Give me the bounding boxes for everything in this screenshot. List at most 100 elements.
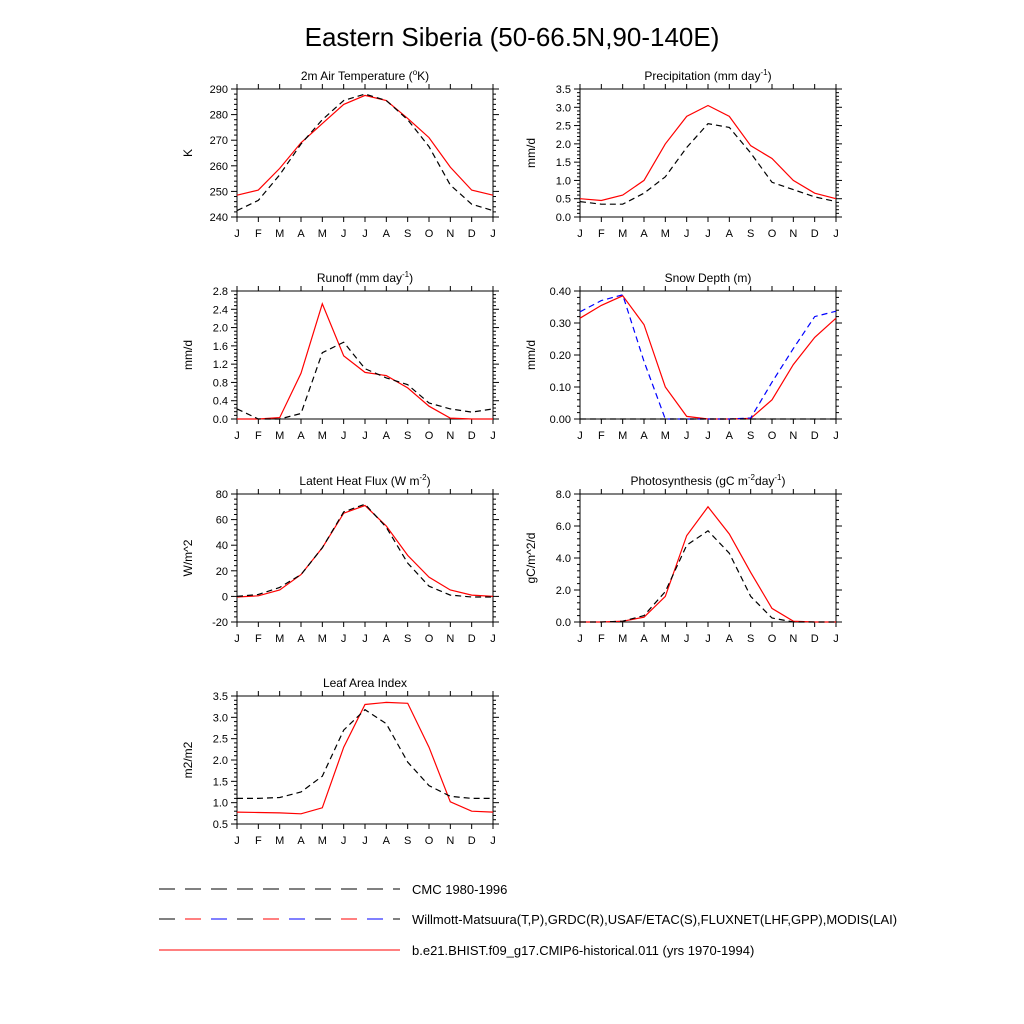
series-line-model [236,701,494,815]
x-tick-label: M [275,430,284,442]
series-line-model [579,295,837,420]
x-tick-label: J [684,228,690,240]
x-tick-label: S [747,633,754,645]
y-tick-label: 0.5 [213,819,228,831]
panel-title: Latent Heat Flux (W m-2) [299,473,430,488]
y-tick-label: 40 [216,540,228,552]
x-tick-label: D [811,228,819,240]
x-tick-label: A [383,835,391,847]
y-tick-label: 3.5 [213,691,228,703]
figure-title: Eastern Siberia (50-66.5N,90-140E) [305,22,720,52]
legend-entry: b.e21.BHIST.f09_g17.CMIP6-historical.011… [159,943,754,958]
x-tick-label: M [318,228,327,240]
x-tick-label: S [404,228,411,240]
x-tick-label: N [446,633,454,645]
chart-panel: J F M A M J J A S O N D J 0.0 2.0 4.0 6.0 8.0 gC/m^2/d Phot… [524,473,842,645]
x-tick-label: S [404,430,411,442]
x-tick-label: J [705,633,711,645]
legend-entry: CMC 1980-1996 [159,882,507,897]
y-tick-label: 2.5 [213,734,228,746]
y-tick-label: 0 [222,591,228,603]
y-axis-label: mm/d [181,340,195,370]
chart-panel: J F M A M J J A S O N D J 0.0 0.4 0.8 1.2 1.6 2.0 2.4 2.8 mm/… [181,270,499,442]
chart-panel: J F M A M J J A S O N D J 0.00 0.10 0.20 0.30 0.40 mm/d Sno… [524,271,842,442]
x-tick-label: D [468,633,476,645]
x-tick-label: A [640,228,648,240]
y-tick-label: 0.0 [213,414,228,426]
y-tick-label: 2.0 [556,585,571,597]
x-tick-label: O [425,633,434,645]
x-tick-label: N [789,633,797,645]
y-tick-label: 0.4 [213,396,228,408]
series-line-obs [580,530,836,623]
y-tick-label: 250 [210,186,228,198]
legend-entry: Willmott-Matsuura(T,P),GRDC(R),USAF/ETAC… [159,912,897,927]
x-tick-label: J [362,228,368,240]
x-tick-label: A [383,228,391,240]
y-axis-label: gC/m^2/d [524,533,538,584]
y-tick-label: 1.5 [213,776,228,788]
x-tick-label: O [425,835,434,847]
panel-title: Snow Depth (m) [665,271,752,285]
x-tick-label: D [468,835,476,847]
x-tick-label: J [833,228,839,240]
panel-title: Leaf Area Index [323,676,407,690]
y-axis-label: W/m^2 [181,539,195,576]
x-tick-label: J [362,835,368,847]
chart-panel: J F M A M J J A S O N D J -20 0 20 40 60 80 W/m^2 Latent Hea… [181,473,499,645]
x-tick-label: A [726,633,734,645]
y-tick-label: 20 [216,566,228,578]
x-tick-label: M [318,430,327,442]
y-tick-label: 60 [216,515,228,527]
y-tick-label: 0.20 [550,350,571,362]
series-line-model [236,504,494,598]
panel-title: Runoff (mm day-1) [317,270,413,285]
y-tick-label: 0.30 [550,318,571,330]
x-tick-label: M [661,430,670,442]
y-tick-label: 0.5 [556,194,571,206]
x-tick-label: J [234,228,240,240]
x-tick-label: A [726,228,734,240]
x-tick-label: S [747,228,754,240]
legend-label: Willmott-Matsuura(T,P),GRDC(R),USAF/ETAC… [412,912,897,927]
x-tick-label: F [255,633,262,645]
series-line-model [236,94,494,196]
chart-panel: J F M A M J J A S O N D J 0.0 0.5 1.0 1.5 2.0 2.5 3.0 3.5 mm/… [524,68,842,240]
x-tick-label: D [468,430,476,442]
plot-frame [236,695,494,825]
y-tick-label: 1.6 [213,341,228,353]
x-tick-label: J [341,430,347,442]
x-tick-label: J [833,430,839,442]
plot-frame [579,290,837,420]
x-tick-label: F [598,430,605,442]
x-tick-label: M [275,228,284,240]
x-tick-label: F [255,228,262,240]
x-tick-label: M [618,228,627,240]
series-line-obs [236,341,494,420]
x-tick-label: J [234,835,240,847]
chart-panel: J F M A M J J A S O N D J 0.5 1.0 1.5 2.0 2.5 3.0 3.5 m2/m2 L… [181,676,499,847]
y-axis-label: K [181,149,195,157]
y-tick-label: 1.0 [213,798,228,810]
x-tick-label: N [446,430,454,442]
series-line-obs [236,503,493,598]
x-tick-label: A [297,228,305,240]
plot-frame [579,88,837,218]
x-tick-label: O [768,430,777,442]
x-tick-label: J [684,430,690,442]
series-line-obs [579,123,837,205]
x-tick-label: A [297,633,305,645]
x-tick-label: N [446,835,454,847]
panel-title: Precipitation (mm day-1) [644,68,771,83]
series-line-obs_alt [579,294,837,420]
y-tick-label: 290 [210,84,228,96]
x-tick-label: J [341,835,347,847]
x-tick-label: O [425,228,434,240]
series-line-model [237,302,493,420]
y-tick-label: 3.0 [213,712,228,724]
y-tick-label: 2.4 [213,304,228,316]
x-tick-label: J [490,835,496,847]
x-tick-label: M [661,228,670,240]
